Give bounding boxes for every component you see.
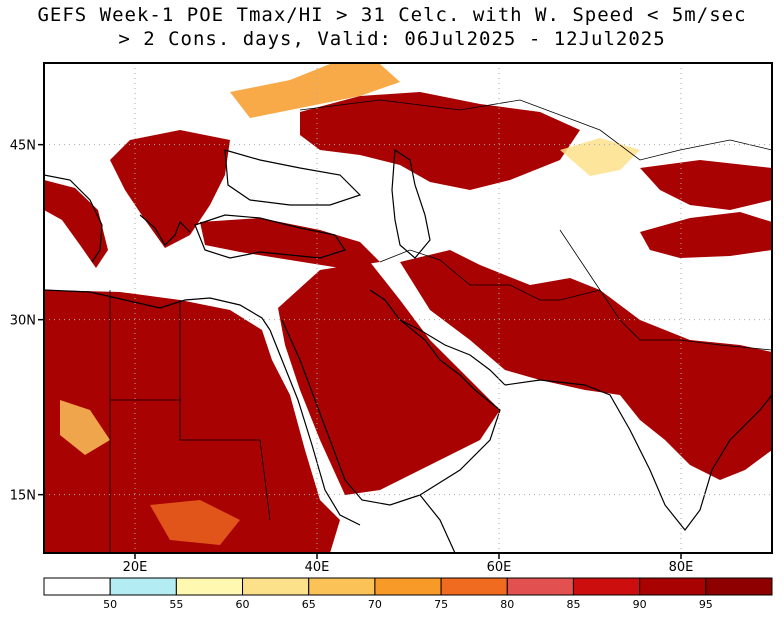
lat-tick-label: 45N [10,139,36,154]
coast-east-africa [419,494,456,553]
region-anatolia-fill [200,218,380,268]
coastlines [44,99,772,553]
colorbar-label: 85 [566,598,580,611]
lon-tick-label: 20E [123,560,148,575]
coast-anatolia [194,214,346,259]
colorbar-swatch [43,577,111,596]
plot-frame [43,62,773,554]
region-east-asia-fill [640,160,772,210]
region-east-asia-fill-2 [640,212,772,258]
colorbar-swatch [639,577,707,596]
coast-red-sea-east [281,319,421,506]
colorbar-label: 60 [236,598,250,611]
colorbar-label: 50 [103,598,117,611]
coast-caspian [391,148,431,259]
colorbar-swatch [374,577,442,596]
coast-arabia-gulf [369,289,501,496]
colorbar: 50 55 60 65 70 75 80 85 90 95 [43,577,773,611]
border-misc-2 [379,249,601,301]
colorbar-swatch [440,577,508,596]
colorbar-label: 70 [368,598,382,611]
coast-greece [139,214,191,246]
coast-persian-gulf [399,319,506,386]
region-arabia-fill [278,262,500,495]
coast-india [504,379,772,531]
colorbar-swatch [175,577,244,596]
colorbar-swatch [506,577,574,596]
colorbar-label: 95 [699,598,713,611]
latitude-tick-labels: 45N 30N 15N [10,139,44,504]
border-misc-4 [559,229,772,351]
border-misc-1 [109,290,271,553]
probability-field [44,64,772,553]
coast-red-sea-west [269,329,361,526]
longitude-tick-labels: 20E 40E 60E 80E [123,553,694,575]
colorbar-label: 65 [302,598,316,611]
coast-black-sea [224,149,362,206]
coast-italy [44,174,103,263]
region-south-asia-fill [400,250,772,480]
colorbar-swatch [705,577,773,596]
map-title-line-2: > 2 Cons. days, Valid: 06Jul2025 - 12Jul… [118,28,666,50]
lon-tick-label: 80E [669,560,694,575]
lat-tick-label: 30N [10,314,36,329]
lon-tick-label: 60E [487,560,512,575]
region-balkans-fill [110,130,230,248]
lon-tick-label: 40E [305,560,330,575]
coast-mediterranean-south [44,289,271,331]
region-central-asia-fill [300,92,580,190]
colorbar-swatch [308,577,376,596]
fringe-yellow [560,138,640,176]
gridlines [44,63,772,553]
map-title-line-1: GEFS Week-1 POE Tmax/HI > 31 Celc. with … [37,4,747,26]
colorbar-label: 80 [500,598,514,611]
fringe-light-2 [150,500,240,545]
fringe-light [60,400,110,455]
region-italy-fill [44,180,108,268]
fringe-orange [230,64,400,118]
colorbar-label: 90 [633,598,647,611]
colorbar-swatch [109,577,177,596]
colorbar-label: 55 [169,598,183,611]
colorbar-swatch [572,577,641,596]
colorbar-swatch [242,577,310,596]
lat-tick-label: 15N [10,489,36,504]
colorbar-label: 75 [434,598,448,611]
